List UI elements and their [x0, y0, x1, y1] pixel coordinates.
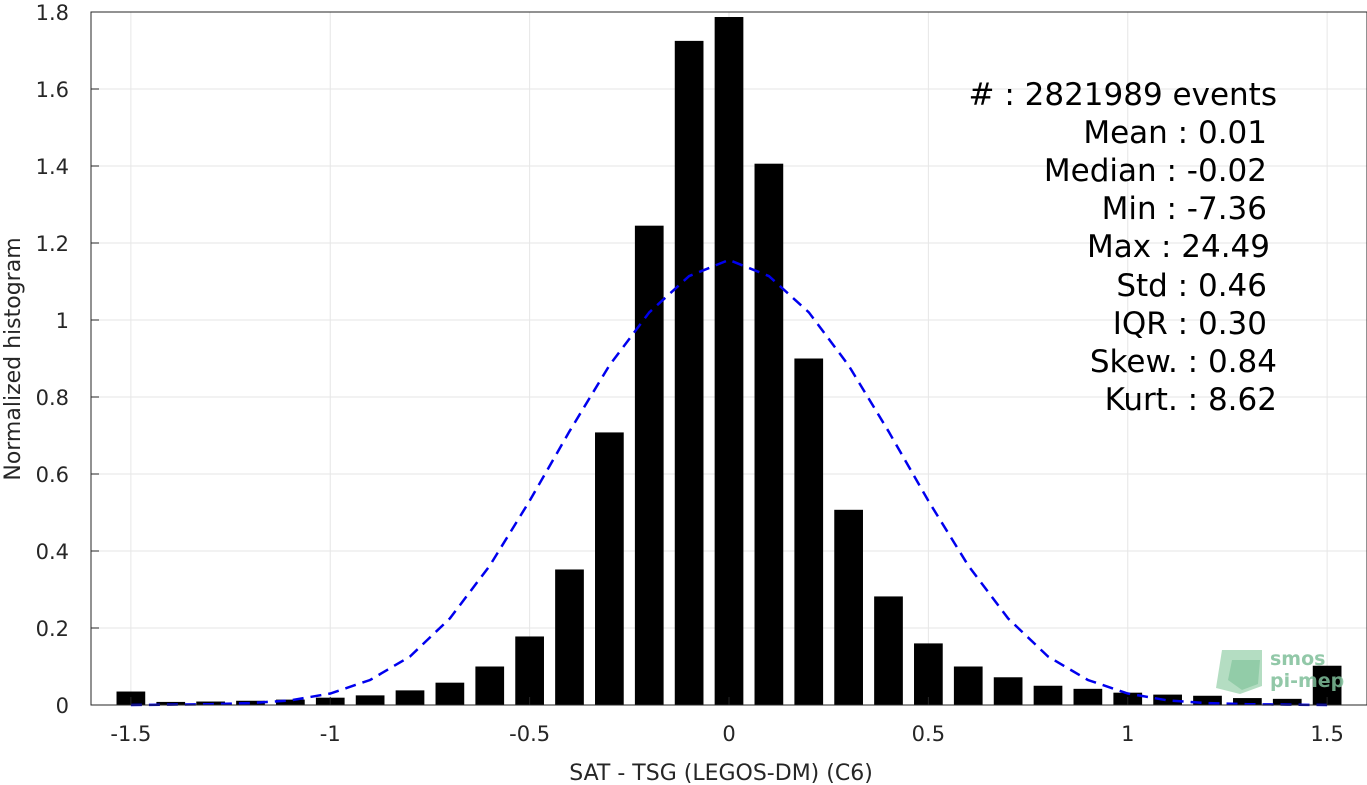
gaussian-fit-line: [130, 258, 1328, 707]
y-tick-label: 1: [56, 309, 69, 333]
stat-skew: Skew. : 0.84: [1090, 344, 1277, 380]
histogram-bar: [834, 509, 863, 705]
histogram-bars: [116, 17, 1342, 706]
x-axis-ticks: -1.5 -1 -0.5 0 0.5 1 1.5: [110, 697, 1344, 746]
x-tick-label: -1.5: [110, 722, 151, 746]
x-tick-label: 0.5: [912, 722, 945, 746]
histogram-bar: [634, 225, 664, 706]
histogram-bar: [1193, 695, 1222, 705]
x-tick-label: -0.5: [509, 722, 550, 746]
histogram-bar: [595, 432, 624, 705]
histogram-bar: [914, 643, 943, 705]
histogram-bar: [475, 666, 505, 705]
logo-text-smos: smos: [1270, 648, 1325, 670]
stat-min: Min : -7.36: [1102, 191, 1267, 227]
histogram-bar: [714, 17, 744, 705]
histogram-bar: [1073, 688, 1103, 705]
statistics-annotation: # : 2821989 events Mean : 0.01 Median : …: [969, 77, 1278, 418]
histogram-bar: [236, 700, 265, 705]
logo-text-pimep: pi-mep: [1270, 670, 1344, 692]
histogram-bar: [1233, 698, 1262, 705]
histogram-bar: [355, 695, 385, 705]
x-tick-label: 1: [1121, 722, 1134, 746]
histogram-bar: [1153, 694, 1182, 705]
histogram-bar: [515, 636, 544, 705]
histogram-bar: [993, 677, 1023, 705]
y-tick-label: 0: [56, 694, 69, 718]
y-tick-label: 1.2: [36, 232, 69, 256]
histogram-bar: [555, 569, 584, 705]
histogram-bar: [435, 682, 465, 705]
smos-pi-mep-logo: smos pi-mep: [1216, 648, 1344, 694]
stat-kurt: Kurt. : 8.62: [1105, 382, 1277, 418]
y-tick-label: 1.6: [36, 78, 69, 102]
stat-max: Max : 24.49: [1087, 229, 1270, 265]
histogram-bar: [1272, 698, 1302, 705]
stat-std: Std : 0.46: [1116, 268, 1267, 304]
histogram-bar: [276, 699, 305, 705]
histogram-bar: [674, 40, 704, 705]
stat-median: Median : -0.02: [1044, 153, 1267, 189]
x-tick-label: -1: [320, 722, 341, 746]
y-tick-label: 0.6: [36, 463, 69, 487]
y-tick-label: 0.8: [36, 386, 69, 410]
gaussian-fit: [130, 258, 1328, 707]
logo-shape-shade: [1228, 660, 1260, 690]
histogram-bar: [754, 163, 784, 705]
stat-iqr: IQR : 0.30: [1113, 306, 1267, 342]
y-tick-label: 0.4: [36, 540, 69, 564]
x-axis-label: SAT - TSG (LEGOS-DM) (C6): [569, 761, 873, 785]
histogram-bar: [953, 666, 983, 705]
histogram-bar: [794, 358, 824, 705]
histogram-bar: [1033, 685, 1063, 705]
y-tick-label: 1.4: [36, 155, 69, 179]
stat-count: # : 2821989 events: [969, 77, 1278, 113]
x-tick-label: 1.5: [1310, 722, 1343, 746]
y-axis-ticks: 0 0.2 0.4 0.6 0.8 1 1.2 1.4 1.6 1.8: [36, 1, 99, 718]
y-tick-label: 0.2: [36, 617, 69, 641]
x-tick-label: 0: [722, 722, 735, 746]
histogram-bar: [395, 690, 425, 705]
y-tick-label: 1.8: [36, 1, 69, 25]
stat-mean: Mean : 0.01: [1083, 115, 1267, 151]
y-axis-label: Normalized histogram: [1, 237, 26, 480]
histogram-bar: [874, 596, 903, 705]
